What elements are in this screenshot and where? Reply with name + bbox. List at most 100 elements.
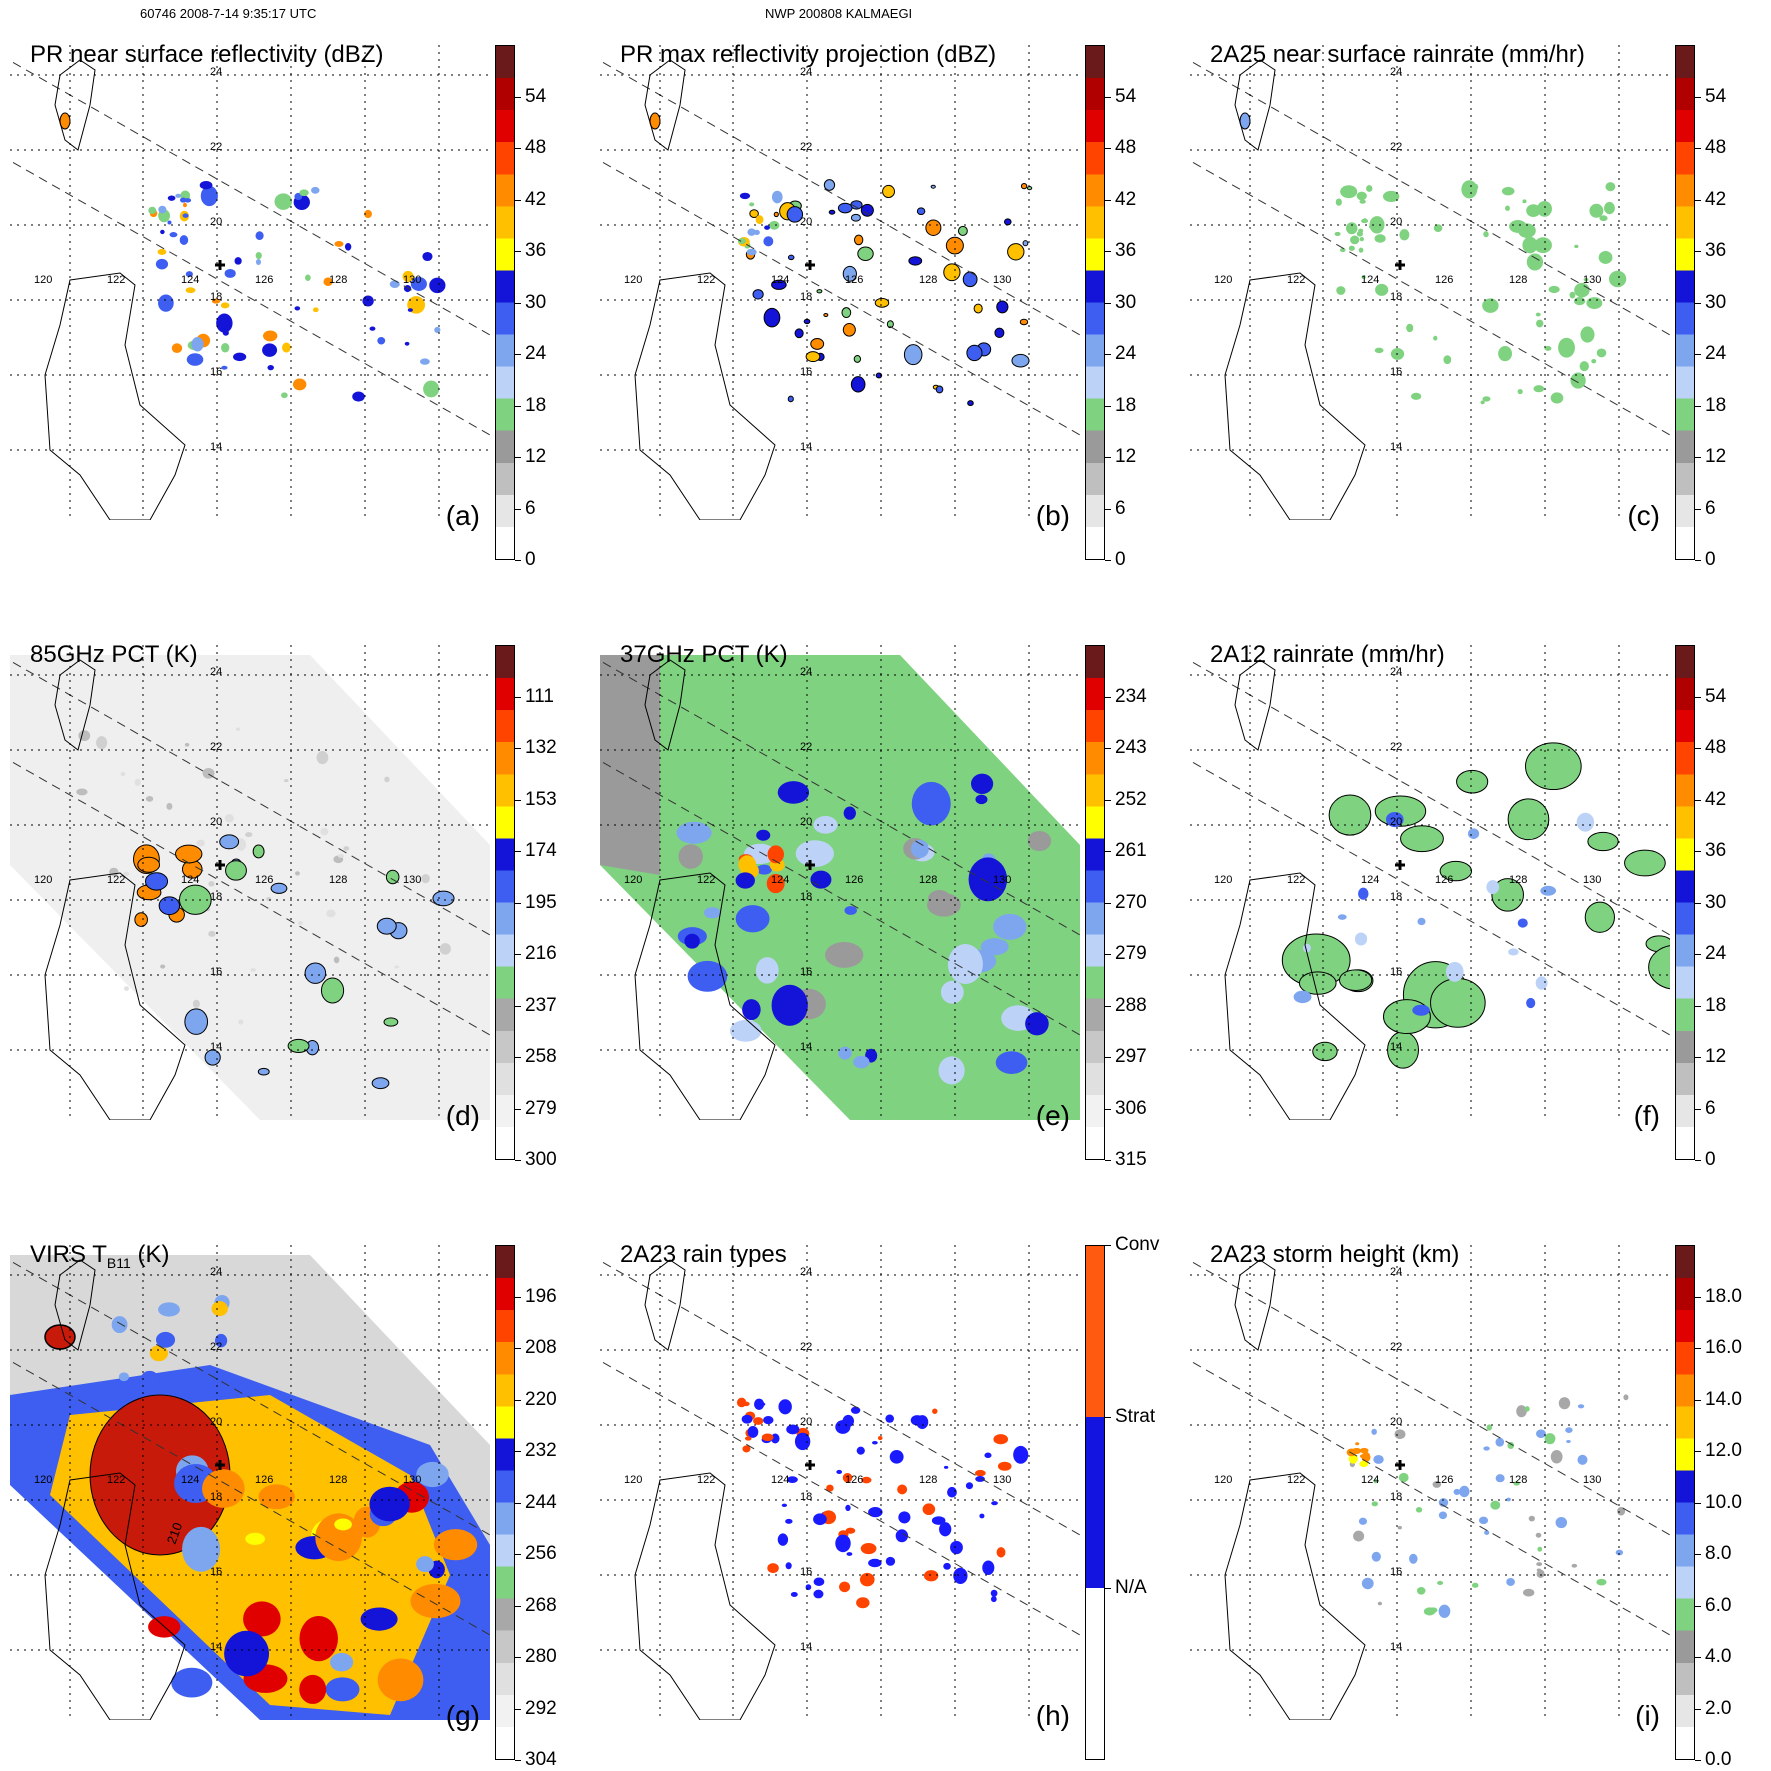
- colorbar-tick-label: 24: [1115, 343, 1137, 364]
- lon-label-130: 130: [1583, 1474, 1601, 1486]
- panel-title-suffix: (K): [130, 1241, 170, 1268]
- lat-label-14: 14: [800, 441, 812, 453]
- colorbar-tick-label: 252: [1115, 788, 1147, 810]
- colorbar-tick-mark: [1695, 508, 1701, 510]
- colorbar-ticks: 234 243 252 261 270 279 288 297 306 315: [1105, 645, 1195, 1170]
- header-left: 60746 2008-7-14 9:35:17 UTC: [140, 6, 317, 21]
- colorbar-tick-label: 270: [1115, 891, 1147, 913]
- colorbar-tick-mark: [1105, 1057, 1111, 1058]
- colorbar-tick-mark: [515, 1005, 521, 1007]
- colorbar-tick-mark: [1105, 508, 1111, 510]
- panel-title: 37GHz PCT (K): [620, 643, 788, 667]
- panel-title-text: 2A23 rain types: [620, 1241, 787, 1268]
- colorbar-tick-mark: [1105, 696, 1111, 698]
- colorbar-tick-mark: [1695, 1348, 1701, 1349]
- lat-label-20: 20: [800, 216, 812, 228]
- colorbar-tick-mark: [1695, 1451, 1701, 1452]
- colorbar-tick-mark: [1105, 148, 1111, 149]
- panel-title-text: 2A12 rainrate (mm/hr): [1210, 641, 1445, 668]
- lon-label-126: 126: [255, 874, 273, 886]
- lat-label-18: 18: [210, 291, 222, 303]
- lon-label-130: 130: [403, 1474, 421, 1486]
- panel-b: 24 22 20 18 16 14 120 122 124 126 128 130 PR max ref…: [590, 5, 1136, 570]
- panel-c: 24 22 20 18 16 14 120 122 124 126 128 130 2A25 near …: [1180, 5, 1726, 570]
- lat-label-16: 16: [800, 966, 812, 978]
- colorbar-tick-mark: [515, 851, 521, 852]
- colorbar-tick-label: 6: [1705, 1097, 1716, 1119]
- colorbar-tick-mark: [515, 1348, 521, 1349]
- storm-center-marker: [1395, 1460, 1405, 1470]
- coastline-luzon: [1224, 1472, 1366, 1720]
- lat-label-20: 20: [1390, 1416, 1402, 1428]
- colorbar-tick-label: 36: [1705, 840, 1727, 861]
- colorbar-tick-label: 36: [1115, 240, 1137, 261]
- lon-label-128: 128: [919, 874, 937, 886]
- lat-label-18: 18: [800, 291, 812, 303]
- panel-i: 24 22 20 18 16 14 120 122 124 126 128 130 2A23 storm…: [1180, 1205, 1742, 1770]
- colorbar-tick-mark: [1695, 457, 1701, 458]
- coastline-taiwan: [54, 1259, 96, 1351]
- coastline-taiwan: [1234, 1259, 1276, 1351]
- lon-label-120: 120: [624, 274, 642, 286]
- colorbar-ticks: 54 48 42 36 30 24 18 12 6 0: [515, 45, 605, 570]
- colorbar-tick-label: 14.0: [1705, 1388, 1742, 1410]
- colorbar-tick-mark: [1695, 1657, 1701, 1658]
- panel-label: (e): [1035, 1100, 1070, 1131]
- storm-center-marker: [1395, 860, 1405, 870]
- panel-d: 24 22 20 18 16 14 120 122 124 126 128 130 85GHz PCT …: [0, 605, 557, 1170]
- lon-label-128: 128: [1509, 874, 1527, 886]
- colorbar-tick-label: 54: [1705, 685, 1727, 707]
- colorbar-tick-mark: [1695, 1108, 1701, 1110]
- panel-label: (g): [445, 1700, 480, 1731]
- colorbar-tick-mark: [1695, 1708, 1701, 1710]
- lon-label-128: 128: [919, 274, 937, 286]
- lon-label-120: 120: [1214, 274, 1232, 286]
- colorbar-tick-mark: [1695, 696, 1701, 698]
- lat-label-24: 24: [800, 1266, 812, 1278]
- storm-center-marker: [215, 860, 225, 870]
- colorbar: [1675, 45, 1695, 560]
- colorbar-tick-mark: [1695, 354, 1701, 355]
- colorbar-tick-mark: [515, 302, 521, 304]
- coastline-luzon: [44, 872, 186, 1120]
- lat-label-18: 18: [210, 891, 222, 903]
- colorbar-tick-label: 315: [1115, 1149, 1147, 1170]
- lat-label-20: 20: [210, 1416, 222, 1428]
- colorbar-tick-label: 12: [1705, 446, 1727, 467]
- coastline-luzon: [1224, 872, 1366, 1120]
- colorbar-tick-mark: [515, 748, 521, 749]
- colorbar-tick-label: 24: [525, 343, 547, 364]
- colorbar-tick-label: 18: [525, 394, 547, 416]
- colorbar-tick-label: 195: [525, 891, 557, 913]
- colorbar-tick-label: 0: [1115, 549, 1126, 570]
- colorbar: [495, 1245, 515, 1760]
- colorbar-tick-label: 0: [1705, 549, 1716, 570]
- lon-label-124: 124: [181, 274, 199, 286]
- colorbar-tick-mark: [1695, 1760, 1701, 1761]
- lon-label-122: 122: [697, 1474, 715, 1486]
- lat-label-22: 22: [210, 741, 222, 753]
- panel-label: (h): [1035, 1700, 1070, 1731]
- colorbar-tick-label: 174: [525, 840, 557, 861]
- map-d: 24 22 20 18 16 14 120 122 124 126 128 130: [10, 645, 490, 1120]
- colorbar-tick-mark: [1695, 199, 1701, 201]
- lat-label-16: 16: [1390, 1566, 1402, 1578]
- lon-label-122: 122: [1287, 874, 1305, 886]
- colorbar-tick-label: 288: [1115, 994, 1147, 1016]
- lon-label-124: 124: [771, 874, 789, 886]
- colorbar-tick-label: 256: [525, 1543, 557, 1564]
- colorbar-tick-label: 196: [525, 1285, 557, 1307]
- lat-label-18: 18: [1390, 291, 1402, 303]
- panel-title: PR near surface reflectivity (dBZ): [30, 43, 383, 67]
- coastline-taiwan: [644, 59, 686, 151]
- colorbar-tick-mark: [515, 457, 521, 458]
- colorbar-tick-label: 2.0: [1705, 1697, 1732, 1719]
- panel-title: PR max reflectivity projection (dBZ): [620, 43, 996, 67]
- lat-label-16: 16: [1390, 366, 1402, 378]
- colorbar-tick-mark: [1105, 748, 1111, 749]
- lon-label-128: 128: [329, 874, 347, 886]
- lon-label-126: 126: [1435, 274, 1453, 286]
- colorbar-tick-mark: [1105, 954, 1111, 955]
- colorbar-tick-label: 6: [1705, 497, 1716, 519]
- lon-label-120: 120: [34, 1474, 52, 1486]
